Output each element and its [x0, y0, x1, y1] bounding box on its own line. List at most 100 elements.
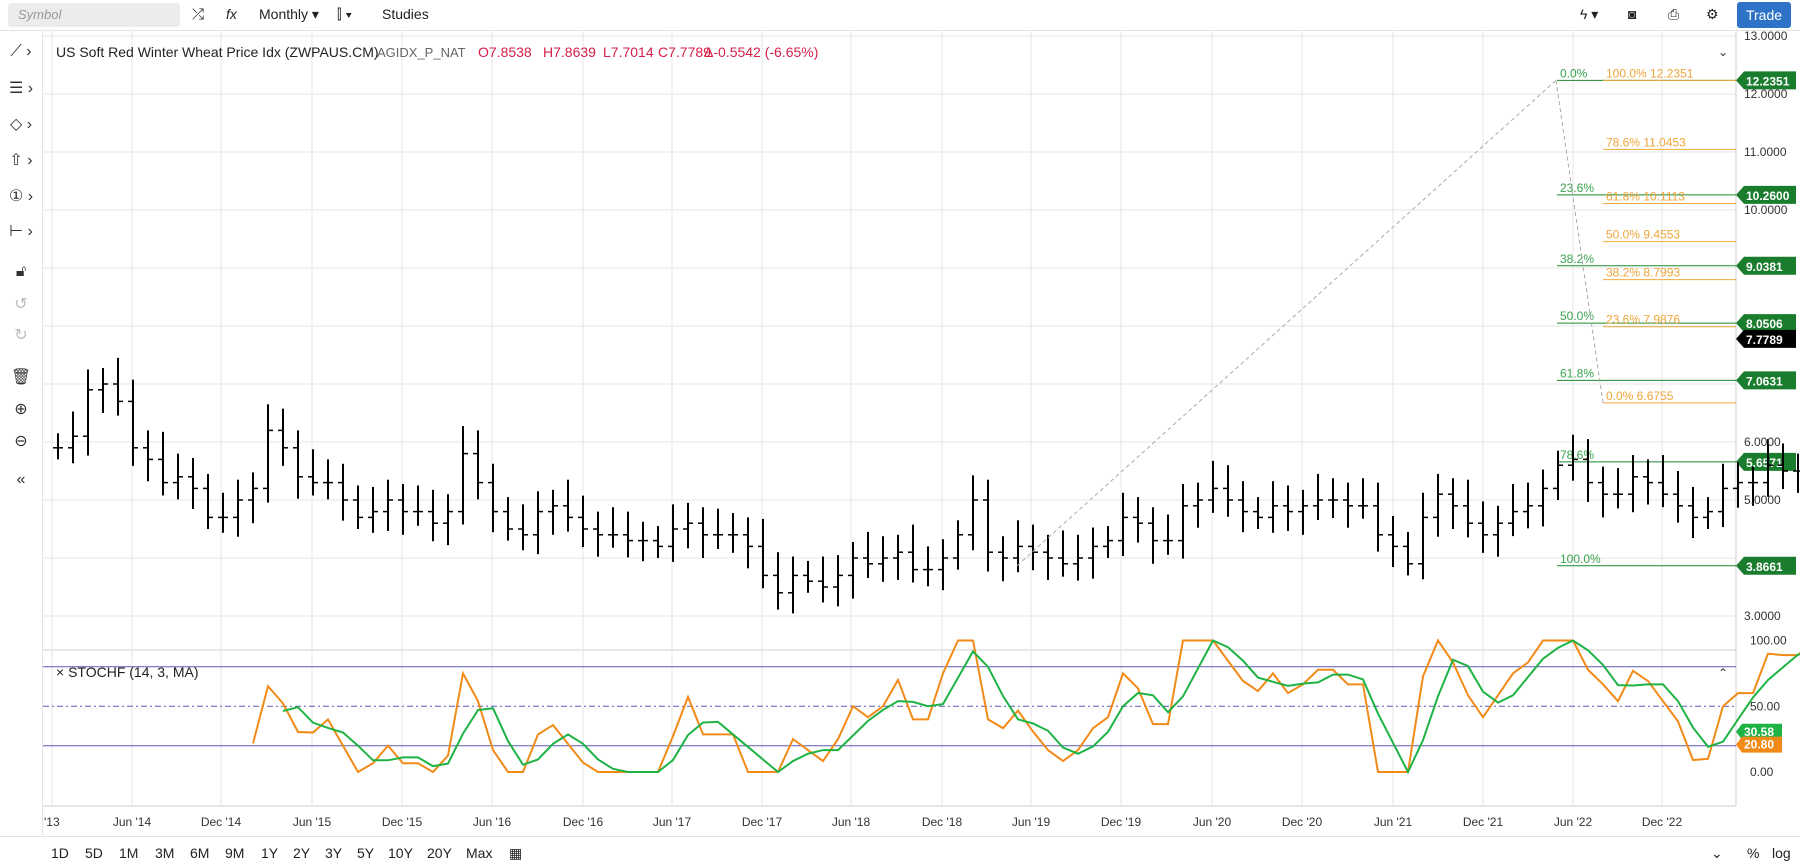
range-max[interactable]: Max: [466, 845, 493, 861]
range-5d[interactable]: 5D: [85, 845, 103, 861]
close-value: C7.7789: [658, 44, 711, 60]
fx-button[interactable]: fx: [226, 6, 237, 22]
fib-ext-label: 38.2% 8.7993: [1606, 266, 1680, 280]
trash-icon[interactable]: 🗑︎: [10, 369, 32, 386]
last-price-text: 7.7789: [1746, 333, 1783, 347]
high-value: H7.8639: [543, 44, 596, 60]
arrow-tool-icon[interactable]: ⇧ ›: [9, 152, 33, 169]
range-3y[interactable]: 3Y: [325, 845, 343, 861]
fib-price-tag: 9.0381: [1736, 256, 1796, 275]
open-value: O7.8538: [478, 44, 532, 60]
fib-ext-label: 23.6% 7.9876: [1606, 313, 1680, 327]
fib-tag-shape: [1736, 185, 1796, 204]
time-axis-label: Jun '17: [653, 815, 692, 829]
change-value: Δ-0.5542 (-6.65%): [704, 44, 818, 60]
last-price-tag: 7.7789: [1736, 329, 1796, 348]
compare-icon[interactable]: ⤮: [192, 6, 205, 23]
study-collapse-icon[interactable]: ⌃: [1718, 666, 1728, 680]
range-2y[interactable]: 2Y: [293, 845, 311, 861]
time-axis-label: Jun '14: [113, 815, 152, 829]
time-axis-label: Dec '14: [201, 815, 242, 829]
price-axis-label: 3.0000: [1744, 609, 1781, 623]
bottom-toolbar: 1D 5D 1M 3M 6M 9M 1Y 2Y 3Y 5Y 10Y 20Y Ma…: [0, 836, 1800, 867]
time-axis-label: Dec '15: [382, 815, 423, 829]
zoom-out-icon[interactable]: ⊖: [14, 433, 28, 450]
fib-tag-shape: [1736, 256, 1796, 275]
fib-ext-label: 78.6% 11.0453: [1606, 135, 1686, 149]
zoom-in-icon[interactable]: ⊕: [14, 401, 28, 418]
lock-icon[interactable]: 🔓︎: [15, 263, 27, 280]
chart-grid: [43, 31, 1737, 807]
fib-trend-line-2: [1555, 80, 1604, 403]
print-icon[interactable]: ⎙: [1668, 6, 1680, 22]
fib-level-label: 100.0%: [1560, 552, 1601, 566]
range-20y[interactable]: 20Y: [427, 845, 452, 861]
time-axis-label: Jun '16: [473, 815, 512, 829]
fib-ext-label: 0.0% 6.6755: [1606, 389, 1674, 403]
range-1y[interactable]: 1Y: [261, 845, 279, 861]
fib-level-label: 61.8%: [1560, 366, 1594, 380]
chart-type-dropdown[interactable]: ⫿ ▾: [337, 6, 353, 22]
time-axis-label: '13: [44, 815, 60, 829]
measure-tool-icon[interactable]: ⊢ ›: [9, 223, 33, 240]
chevron-down-icon[interactable]: ⌄: [1711, 845, 1723, 861]
time-axis-label: Dec '16: [563, 815, 604, 829]
fib-level-label: 0.0%: [1560, 66, 1588, 80]
range-3m[interactable]: 3M: [155, 845, 175, 861]
fib-tag-text: 3.8661: [1746, 560, 1783, 574]
top-toolbar: Symbol ⤮ fx Monthly ▾ ⫿ ▾ Studies ϟ ▾ ◙ …: [0, 0, 1800, 31]
time-axis-label: Jun '19: [1012, 815, 1051, 829]
fib-price-tag: 12.2351: [1736, 71, 1796, 90]
annotation-tool-icon[interactable]: ① ›: [8, 188, 34, 205]
time-axis-label: Jun '15: [293, 815, 332, 829]
low-value: L7.7014: [603, 44, 654, 60]
fib-tag-text: 7.0631: [1746, 374, 1783, 388]
fib-price-tag: 10.2600: [1736, 185, 1796, 204]
line-tool-icon[interactable]: ⟋ ›: [10, 43, 32, 60]
percent-toggle[interactable]: %: [1747, 845, 1760, 861]
time-axis-label: Dec '19: [1101, 815, 1142, 829]
symbol-input[interactable]: Symbol: [8, 3, 180, 27]
collapse-icon[interactable]: «: [16, 471, 26, 488]
redo-icon[interactable]: ↻: [14, 327, 28, 344]
fib-price-tag: 3.8661: [1736, 556, 1796, 575]
stoch-k-tag: 30.58: [1736, 723, 1782, 740]
log-toggle[interactable]: log: [1772, 845, 1791, 861]
time-axis-label: Dec '20: [1282, 815, 1323, 829]
time-axis-label: Dec '18: [922, 815, 963, 829]
fib-tool-icon[interactable]: ☰ ›: [8, 80, 34, 97]
stoch-d-line: [282, 639, 1800, 775]
time-axis-label: Jun '18: [832, 815, 871, 829]
trade-button[interactable]: Trade: [1737, 2, 1791, 28]
range-1d[interactable]: 1D: [51, 845, 69, 861]
interval-dropdown[interactable]: Monthly ▾: [259, 6, 319, 22]
range-5y[interactable]: 5Y: [357, 845, 375, 861]
fib-ext-label: 61.8% 10.1113: [1606, 190, 1685, 204]
price-axis-label: 5.0000: [1744, 493, 1781, 507]
drawing-toolbar: ⟋ › ☰ › ◇ › ⇧ › ① › ⊢ › 🔓︎ ↺ ↻ 🗑︎ ⊕ ⊖ «: [0, 31, 43, 835]
range-9m[interactable]: 9M: [225, 845, 245, 861]
fib-tag-shape: [1736, 556, 1796, 575]
flash-icon[interactable]: ϟ ▾: [1580, 6, 1599, 22]
price-axis-label: 12.0000: [1744, 87, 1788, 101]
range-6m[interactable]: 6M: [190, 845, 210, 861]
range-1m[interactable]: 1M: [119, 845, 139, 861]
price-axis: 13.0000 12.0000 11.0000 10.0000 6.0000 5.0000…: [1744, 29, 1788, 779]
camera-icon[interactable]: ◙: [1628, 6, 1637, 22]
fib-ext-label: 50.0% 9.4553: [1606, 228, 1680, 242]
shape-tool-icon[interactable]: ◇ ›: [9, 116, 33, 133]
collapse-header-icon[interactable]: ⌄: [1718, 45, 1728, 59]
undo-icon[interactable]: ↺: [14, 296, 28, 313]
time-axis: '13 Jun '14 Dec '14 Jun '15 Dec '15 Jun '16 De…: [44, 815, 1682, 829]
fib-tag-text: 8.0506: [1746, 317, 1783, 331]
calendar-icon[interactable]: ▦: [509, 845, 523, 861]
fib-ext-label: 100.0% 12.2351: [1606, 66, 1694, 80]
range-10y[interactable]: 10Y: [388, 845, 413, 861]
fib-price-tag: 8.0506: [1736, 314, 1796, 333]
gear-icon[interactable]: ⚙: [1706, 6, 1719, 22]
instrument-title: US Soft Red Winter Wheat Price Idx (ZWPA…: [56, 44, 379, 60]
study-label: × STOCHF (14, 3, MA): [56, 664, 199, 680]
studies-button[interactable]: Studies: [382, 6, 429, 22]
